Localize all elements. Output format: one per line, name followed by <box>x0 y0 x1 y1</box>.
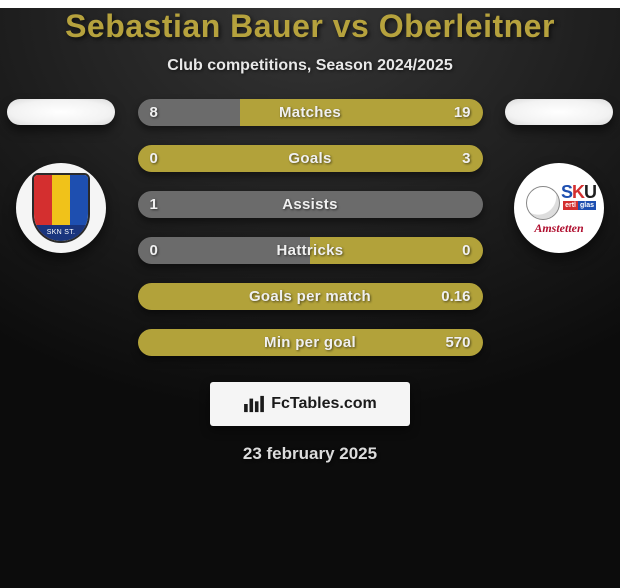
stat-bars: Matches819Goals03Assists1Hattricks00Goal… <box>138 99 483 356</box>
stat-value-right: 0.16 <box>441 283 470 310</box>
comparison-arena: SKN ST. PÖLTEN SKU ertlglas Amstetten Ma… <box>0 99 620 356</box>
stat-label: Min per goal <box>138 329 483 356</box>
stat-bar: Goals0 3 <box>138 145 483 172</box>
stat-label: Goals <box>138 145 483 172</box>
stat-value-left: 0 <box>150 145 158 172</box>
stat-bar: Min per goal570 <box>138 329 483 356</box>
player-left-name-pill <box>7 99 115 125</box>
skn-shield-icon: SKN ST. PÖLTEN <box>32 173 90 243</box>
stat-value-right: 570 <box>445 329 470 356</box>
stat-value-right: 0 <box>462 237 470 264</box>
player-left: SKN ST. PÖLTEN <box>6 99 116 253</box>
sku-city-label: Amstetten <box>524 221 594 236</box>
stat-value-left: 8 <box>150 99 158 126</box>
sku-tag: ertlglas <box>563 202 596 209</box>
page-title: Sebastian Bauer vs Oberleitner <box>0 8 620 45</box>
stat-label: Hattricks <box>138 237 483 264</box>
stat-label: Goals per match <box>138 283 483 310</box>
skn-shield-label: SKN ST. PÖLTEN <box>34 225 88 241</box>
stat-value-right: 3 <box>462 145 470 172</box>
sku-logo-icon: SKU ertlglas Amstetten <box>524 180 594 236</box>
sku-text: SKU <box>561 182 596 203</box>
stat-value-left: 0 <box>150 237 158 264</box>
bar-chart-icon <box>243 395 265 413</box>
stat-bar: Goals per match0.16 <box>138 283 483 310</box>
stat-bar: Assists1 <box>138 191 483 218</box>
fctables-badge[interactable]: FcTables.com <box>210 382 410 426</box>
stat-label: Assists <box>138 191 483 218</box>
stat-label: Matches <box>138 99 483 126</box>
page-subtitle: Club competitions, Season 2024/2025 <box>0 57 620 75</box>
player-right-club-badge: SKU ertlglas Amstetten <box>514 163 604 253</box>
soccer-ball-icon <box>526 186 560 220</box>
player-right-name-pill <box>505 99 613 125</box>
player-right: SKU ertlglas Amstetten <box>504 99 614 253</box>
footer-date: 23 february 2025 <box>0 444 620 464</box>
stat-value-left: 1 <box>150 191 158 218</box>
stat-bar: Matches8 19 <box>138 99 483 126</box>
fctables-label: FcTables.com <box>271 395 377 413</box>
stat-value-right: 19 <box>454 99 471 126</box>
stat-bar: Hattricks0 0 <box>138 237 483 264</box>
player-left-club-badge: SKN ST. PÖLTEN <box>16 163 106 253</box>
